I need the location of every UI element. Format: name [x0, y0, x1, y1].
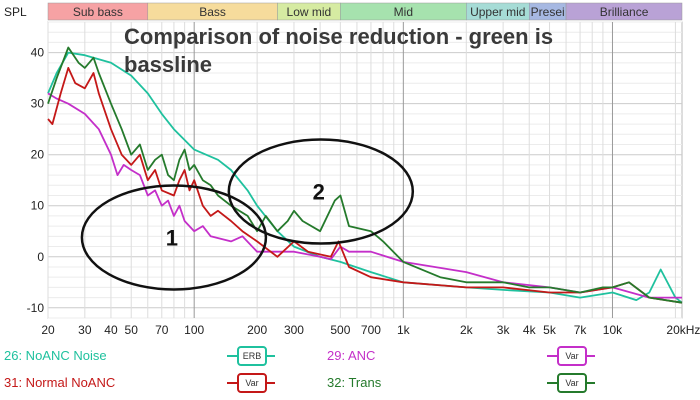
x-tick-label: 30 [78, 323, 92, 337]
band-label: Sub bass [73, 5, 123, 19]
smoothing-label: Var [557, 373, 587, 393]
annotation-ellipse-1 [80, 184, 268, 291]
y-tick-label: 10 [31, 199, 45, 213]
annotation-label: 1 [166, 225, 178, 250]
x-tick-label: 500 [330, 323, 350, 337]
y-tick-label: 0 [37, 250, 44, 264]
x-tick-label: 10k [603, 323, 623, 337]
series-line-32 [47, 46, 683, 304]
x-tick-label: 300 [284, 323, 304, 337]
smoothing-label: Var [237, 373, 267, 393]
legend-entry-label[interactable]: 26: NoANC Noise [4, 348, 107, 363]
x-tick-label: 1k [397, 323, 411, 337]
x-tick-label: 7k [574, 323, 588, 337]
y-tick-label: 30 [31, 97, 45, 111]
band-label: Low mid [287, 5, 332, 19]
frequency-response-chart: Sub bass Bass Low mid Mid Upper mid Presei Bri… [4, 2, 700, 337]
y-tick-label: 20 [31, 148, 45, 162]
annotation-ellipse-2 [227, 138, 415, 245]
x-tick-label: 4k [523, 323, 537, 337]
annotation-label: 2 [313, 180, 325, 205]
x-tick-label: 20 [41, 323, 55, 337]
band-label: Bass [199, 5, 226, 19]
smoothing-label: Var [557, 346, 587, 366]
x-tick-label: 3k [497, 323, 511, 337]
band-label: Brilliance [600, 5, 649, 19]
chart-title-line1: Comparison of noise reduction - green is [124, 24, 553, 49]
band-label: Presei [531, 5, 565, 19]
smoothing-badge[interactable]: Var [227, 373, 275, 393]
legend-entry-label[interactable]: 32: Trans [327, 375, 382, 390]
x-tick-label: 700 [361, 323, 381, 337]
band-brilliance [565, 2, 683, 21]
x-tick-label: 20kHz [666, 323, 700, 337]
smoothing-badge[interactable]: Var [547, 346, 595, 366]
x-tick-label: 200 [247, 323, 267, 337]
x-tick-label: 5k [543, 323, 557, 337]
legend-entry-label[interactable]: 31: Normal NoANC [4, 375, 116, 390]
legend-entry-label[interactable]: 29: ANC [327, 348, 376, 363]
x-tick-label: 100 [184, 323, 204, 337]
x-tick-label: 2k [460, 323, 474, 337]
x-tick-label: 70 [155, 323, 169, 337]
x-tick-label: 40 [104, 323, 118, 337]
band-label: Upper mid [470, 5, 525, 19]
series-line-29 [47, 92, 682, 299]
y-tick-label: -10 [27, 301, 45, 315]
chart-title-line2: bassline [124, 52, 212, 77]
x-tick-label: 50 [125, 323, 139, 337]
smoothing-badge[interactable]: ERB [227, 346, 275, 366]
band-label: Mid [394, 5, 413, 19]
smoothing-badge[interactable]: Var [547, 373, 595, 393]
series-line-31 [47, 67, 683, 304]
smoothing-label: ERB [237, 346, 267, 366]
plot-area [47, 21, 683, 319]
y-axis-label: SPL [4, 5, 27, 19]
y-tick-label: 40 [31, 46, 45, 60]
